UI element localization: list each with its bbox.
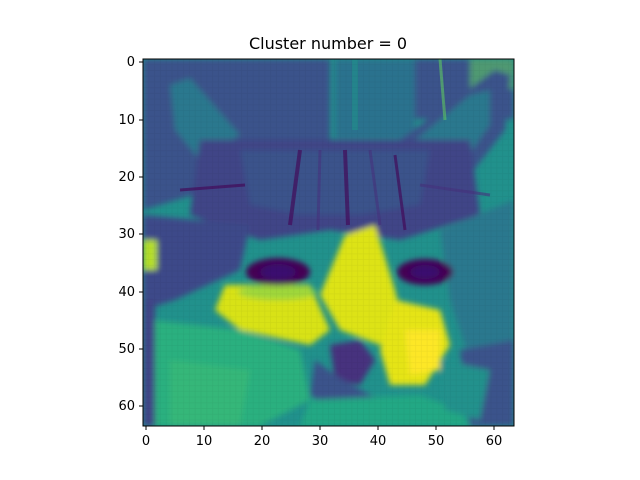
y-tick-label: 10 — [118, 113, 135, 128]
y-tick-label: 0 — [127, 55, 135, 70]
y-axis: 0 10 20 30 40 50 60 — [118, 55, 143, 414]
y-tick-label: 20 — [118, 170, 135, 185]
x-tick-label: 60 — [486, 434, 503, 449]
plot-title: Cluster number = 0 — [249, 34, 407, 53]
x-tick-label: 50 — [428, 434, 445, 449]
cat-image — [143, 59, 514, 426]
y-tick-label: 60 — [118, 399, 135, 414]
y-tick-label: 40 — [118, 285, 135, 300]
x-tick-label: 40 — [370, 434, 387, 449]
x-tick-label: 20 — [254, 434, 271, 449]
x-tick-label: 10 — [196, 434, 213, 449]
y-tick-label: 30 — [118, 227, 135, 242]
axes-frame — [142, 58, 515, 427]
x-axis: 0 10 20 30 40 50 60 — [142, 426, 502, 449]
x-tick-label: 30 — [312, 434, 329, 449]
y-tick-label: 50 — [118, 342, 135, 357]
x-tick-label: 0 — [142, 434, 150, 449]
